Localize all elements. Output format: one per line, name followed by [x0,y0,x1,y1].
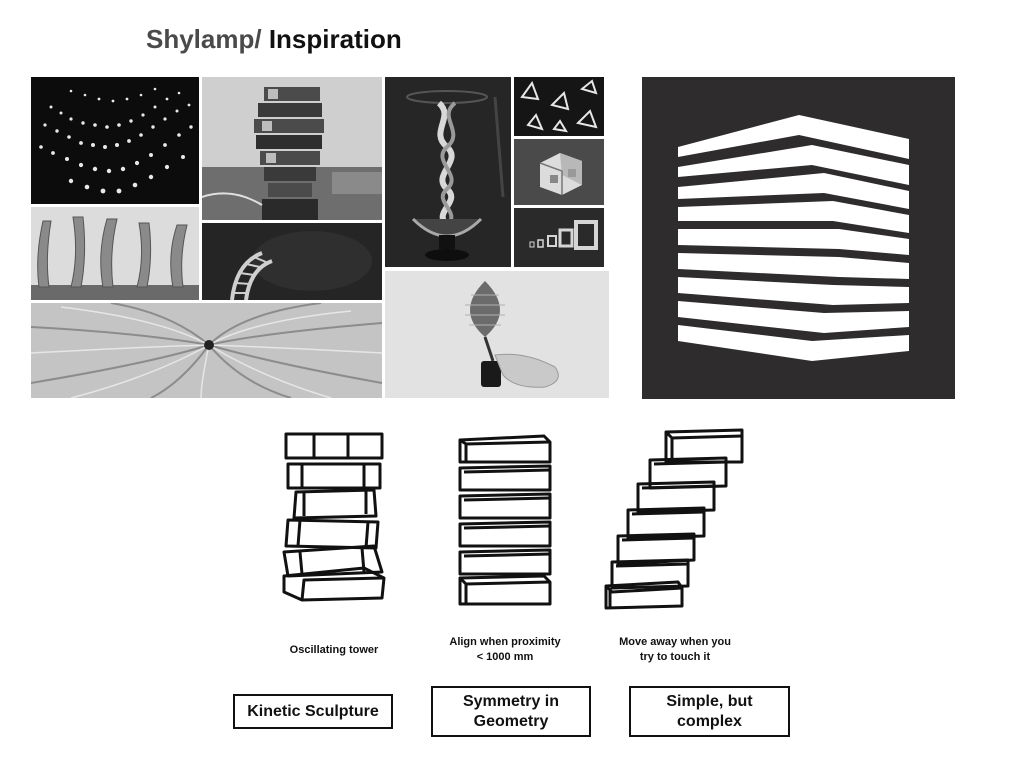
page-title: Shylamp/ Inspiration [146,24,402,55]
photo-twisted-towers [31,207,199,300]
dot-wave-graphic [39,87,193,194]
photo-cube-sculpture [514,139,604,205]
hand-kinetic-graphic [385,271,609,398]
metal-head-graphic [202,77,382,220]
caption-align-proximity: Align when proximity < 1000 mm [449,636,561,663]
helix-lamp-graphic [385,77,511,267]
photo-sand-spiral [31,303,382,398]
spiral-stairs-graphic [202,223,382,300]
sand-spiral-graphic [31,303,382,398]
cube-sculpture-graphic [514,139,604,205]
sketch-oscillating-tower [282,432,386,602]
caption-move-away: Move away when you try to touch it [619,636,731,663]
photo-dot-wave [31,77,199,204]
photo-hand-kinetic [385,271,609,398]
title-main: Inspiration [268,24,402,54]
label-symmetry-geometry: Symmetry in Geometry [431,686,591,737]
shylamp-logo-panel [642,77,955,399]
label-kinetic-sculpture: Kinetic Sculpture [233,694,393,729]
photo-helix-lamp [385,77,511,267]
square-frames-graphic [514,208,604,267]
photo-square-frames [514,208,604,267]
sketch-leaning-tower [604,428,744,610]
label-simple-complex: Simple, but complex [629,686,790,737]
photo-neon-triangles [514,77,604,136]
sketch-symmetry-tower [458,434,552,606]
photo-metal-head [202,77,382,220]
title-prefix: Shylamp/ [146,24,262,54]
twisted-towers-graphic [31,207,199,300]
caption-oscillating-tower: Oscillating tower [289,644,379,656]
stacked-bars-logo-icon [678,115,909,361]
neon-triangles-graphic [520,79,598,133]
photo-spiral-stairs [202,223,382,300]
